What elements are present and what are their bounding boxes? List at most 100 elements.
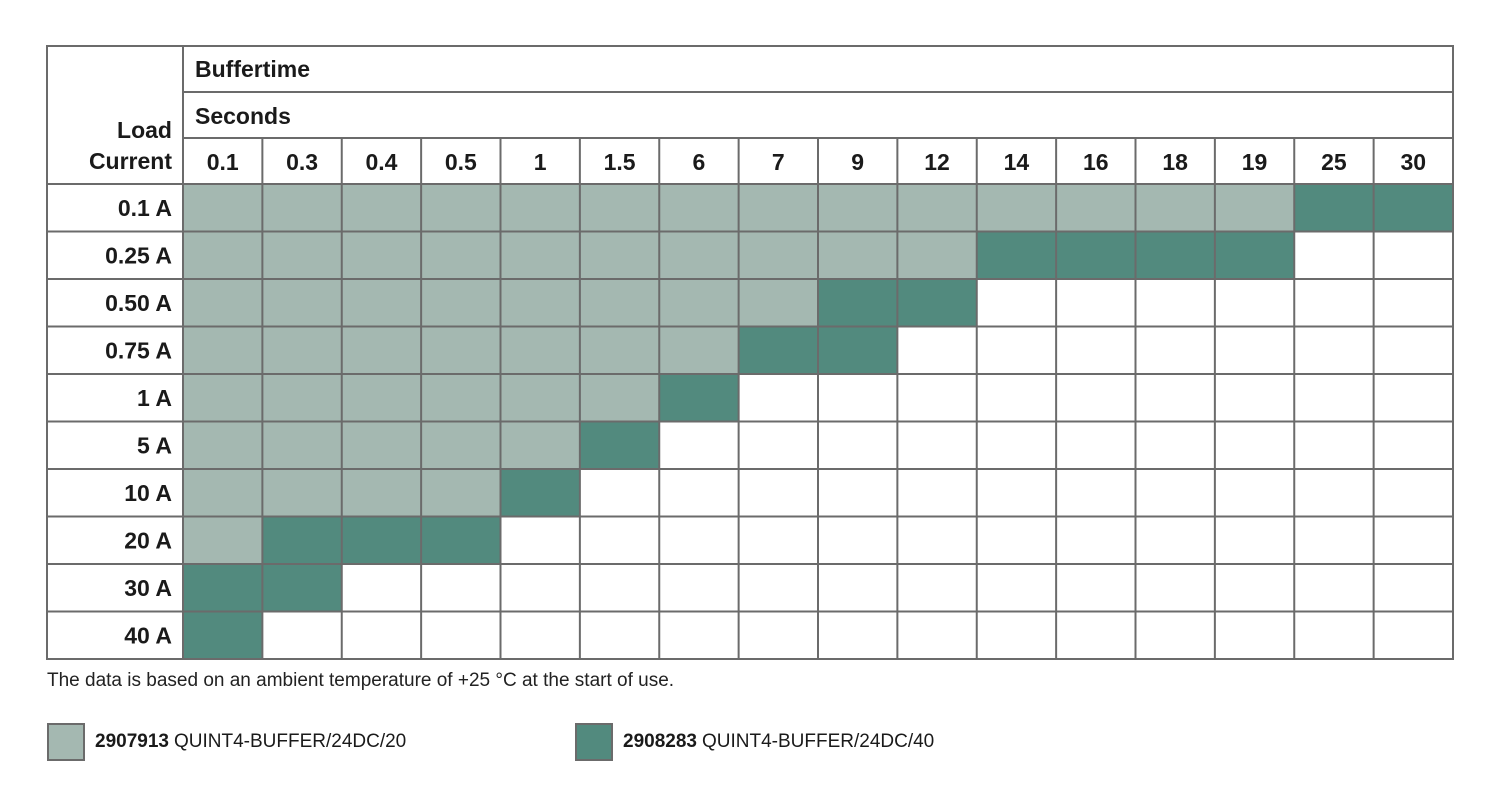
cell-buffer-20-r1-c1 [262, 231, 342, 279]
legend-name-2907913: QUINT4-BUFFER/24DC/20 [173, 731, 407, 752]
legend-swatch-2908283 [575, 723, 613, 761]
cell-buffer-20-r0-c11 [1056, 184, 1136, 232]
cell-buffer-20-r3-c0 [183, 326, 263, 374]
row-label-4: 1 A [137, 385, 172, 411]
cell-buffer-20-r4-c1 [262, 374, 342, 422]
cell-buffer-20-r6-c3 [421, 469, 501, 517]
cell-buffer-20-r2-c4 [500, 279, 580, 327]
row-label-3: 0.75 A [105, 337, 172, 363]
cell-buffer-20-r6-c1 [262, 469, 342, 517]
legend-swatch-2907913 [47, 723, 85, 761]
column-label-5: 1.5 [604, 149, 636, 175]
cell-buffer-40-r7-c3 [421, 516, 501, 564]
column-unit-label: Seconds [195, 103, 291, 129]
cell-buffer-20-r5-c2 [341, 421, 422, 469]
grid-layer [46, 45, 1454, 660]
column-label-4: 1 [534, 149, 547, 175]
column-label-3: 0.5 [445, 149, 477, 175]
row-header-line-1: Load [117, 117, 172, 143]
cell-buffer-20-r4-c3 [421, 374, 501, 422]
column-label-13: 19 [1242, 149, 1268, 175]
column-label-1: 0.3 [286, 149, 318, 175]
cell-buffer-20-r0-c6 [659, 184, 739, 232]
cell-buffer-40-r1-c13 [1214, 231, 1295, 279]
cell-buffer-20-r0-c2 [341, 184, 422, 232]
cell-buffer-20-r2-c5 [579, 279, 660, 327]
legend-name-2908283: QUINT4-BUFFER/24DC/40 [701, 731, 935, 752]
column-label-12: 18 [1162, 149, 1188, 175]
row-label-1: 0.25 A [105, 242, 172, 268]
cell-buffer-20-r5-c0 [183, 421, 263, 469]
cell-buffer-40-r9-c0 [183, 611, 263, 659]
buffer-time-table: Buffertime Seconds Load Current 0.1 0.3 0.… [46, 45, 1454, 660]
cell-buffer-20-r0-c13 [1214, 184, 1295, 232]
cell-buffer-20-r3-c6 [659, 326, 739, 374]
cell-buffer-20-r5-c4 [500, 421, 580, 469]
cell-buffer-20-r6-c0 [183, 469, 263, 517]
row-label-0: 0.1 A [118, 195, 172, 221]
footnote: The data is based on an ambient temperat… [47, 670, 675, 691]
cell-buffer-20-r1-c0 [183, 231, 263, 279]
cell-buffer-20-r0-c12 [1135, 184, 1215, 232]
cell-buffer-40-r3-c7 [738, 326, 818, 374]
cell-buffer-20-r1-c7 [738, 231, 818, 279]
cell-buffer-40-r6-c4 [500, 469, 580, 517]
cell-buffer-20-r1-c9 [897, 231, 977, 279]
row-label-2: 0.50 A [105, 290, 172, 316]
cell-buffer-20-r2-c1 [262, 279, 342, 327]
cell-buffer-20-r0-c4 [500, 184, 580, 232]
row-label-6: 10 A [124, 480, 172, 506]
row-label-8: 30 A [124, 575, 172, 601]
cell-buffer-20-r2-c7 [738, 279, 818, 327]
row-header-line-2: Current [89, 148, 172, 174]
cells-layer [183, 184, 1453, 659]
cell-buffer-20-r3-c4 [500, 326, 580, 374]
cell-buffer-20-r1-c4 [500, 231, 580, 279]
cell-buffer-40-r0-c14 [1294, 184, 1374, 232]
cell-buffer-20-r3-c3 [421, 326, 501, 374]
cell-buffer-20-r0-c8 [818, 184, 898, 232]
row-label-9: 40 A [124, 622, 172, 648]
column-label-2: 0.4 [365, 149, 397, 175]
cell-buffer-20-r4-c4 [500, 374, 580, 422]
row-label-5: 5 A [137, 432, 172, 458]
cell-buffer-20-r3-c2 [341, 326, 422, 374]
cell-buffer-20-r1-c3 [421, 231, 501, 279]
cell-buffer-20-r4-c2 [341, 374, 422, 422]
cell-buffer-40-r8-c0 [183, 564, 263, 612]
cell-buffer-20-r3-c5 [579, 326, 660, 374]
legend-item-2908283: 2908283 QUINT4-BUFFER/24DC/40 [575, 721, 934, 763]
cell-buffer-40-r7-c2 [341, 516, 422, 564]
cell-buffer-20-r7-c0 [183, 516, 263, 564]
cell-buffer-20-r0-c10 [976, 184, 1057, 232]
column-label-8: 9 [851, 149, 864, 175]
cell-buffer-40-r2-c8 [818, 279, 898, 327]
cell-buffer-40-r1-c10 [976, 231, 1057, 279]
cell-buffer-20-r2-c3 [421, 279, 501, 327]
cell-buffer-20-r1-c8 [818, 231, 898, 279]
cell-buffer-20-r0-c5 [579, 184, 660, 232]
cell-buffer-40-r1-c11 [1056, 231, 1136, 279]
cell-buffer-20-r1-c5 [579, 231, 660, 279]
cell-buffer-20-r3-c1 [262, 326, 342, 374]
column-label-15: 30 [1401, 149, 1427, 175]
cell-buffer-40-r0-c15 [1373, 184, 1453, 232]
cell-buffer-20-r0-c9 [897, 184, 977, 232]
legend-label-2907913: 2907913 QUINT4-BUFFER/24DC/20 [95, 731, 406, 753]
column-label-11: 16 [1083, 149, 1109, 175]
cell-buffer-20-r5-c3 [421, 421, 501, 469]
table-border [46, 45, 1454, 660]
text-layer: Buffertime Seconds Load Current 0.1 0.3 0.… [89, 56, 1426, 648]
cell-buffer-40-r7-c1 [262, 516, 342, 564]
legend-item-2907913: 2907913 QUINT4-BUFFER/24DC/20 [47, 721, 406, 763]
cell-buffer-40-r1-c12 [1135, 231, 1215, 279]
cell-buffer-20-r2-c2 [341, 279, 422, 327]
column-label-9: 12 [924, 149, 950, 175]
cell-buffer-20-r4-c0 [183, 374, 263, 422]
cell-buffer-20-r2-c6 [659, 279, 739, 327]
cell-buffer-40-r4-c6 [659, 374, 739, 422]
legend-label-2908283: 2908283 QUINT4-BUFFER/24DC/40 [623, 731, 934, 753]
cell-buffer-20-r2-c0 [183, 279, 263, 327]
cell-buffer-40-r3-c8 [818, 326, 898, 374]
cell-buffer-20-r1-c6 [659, 231, 739, 279]
